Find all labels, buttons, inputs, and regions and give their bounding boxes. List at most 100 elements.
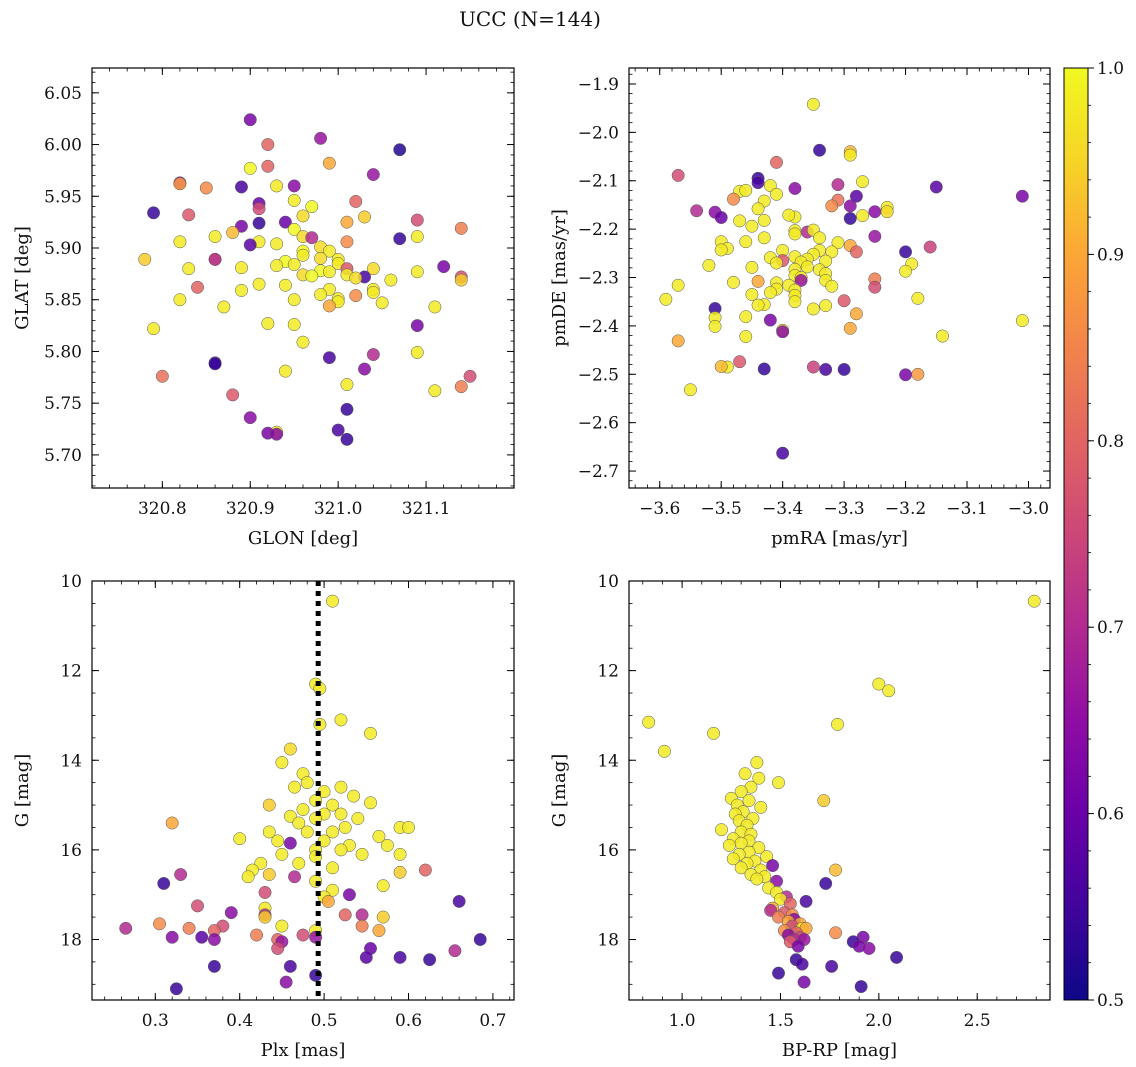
data-point	[671, 278, 685, 292]
data-point	[314, 251, 328, 265]
data-point	[314, 131, 328, 145]
data-point	[283, 959, 297, 973]
data-point	[349, 271, 363, 285]
data-point	[797, 975, 811, 989]
data-point	[745, 260, 759, 274]
data-point	[288, 870, 302, 884]
data-point	[326, 861, 339, 875]
y-tick-label: 5.80	[44, 342, 82, 362]
data-point	[278, 278, 292, 292]
x-tick-label: −3.4	[762, 499, 803, 519]
data-point	[734, 861, 748, 875]
data-point	[347, 789, 361, 803]
data-point	[340, 378, 354, 392]
y-tick-label: −1.9	[578, 75, 619, 95]
data-point	[714, 243, 728, 257]
data-point	[235, 180, 248, 194]
x-tick-label: 0.7	[479, 1011, 506, 1031]
data-point	[843, 321, 857, 335]
data-point	[831, 178, 845, 192]
data-point	[305, 200, 319, 214]
data-point	[182, 921, 196, 935]
x-axis-label: GLON [deg]	[248, 528, 358, 549]
data-point	[899, 245, 913, 259]
x-tick-label: −3.2	[885, 499, 926, 519]
data-point	[837, 294, 851, 308]
data-point	[727, 275, 740, 289]
data-point	[340, 402, 354, 416]
data-point	[147, 206, 160, 220]
data-point	[226, 388, 240, 402]
data-point	[322, 351, 336, 365]
data-point	[338, 908, 352, 922]
data-point	[452, 894, 466, 908]
points-layer	[659, 97, 1029, 460]
data-point	[252, 216, 266, 230]
data-point	[317, 834, 331, 848]
data-point	[437, 260, 451, 274]
data-point	[270, 237, 284, 251]
data-point	[752, 771, 766, 785]
data-point	[757, 362, 771, 376]
data-point	[279, 975, 293, 989]
data-point	[173, 177, 187, 191]
data-point	[288, 780, 302, 794]
data-point	[278, 215, 292, 229]
x-tick-label: −3.5	[701, 499, 742, 519]
y-axis-label: G [mag]	[12, 754, 33, 827]
data-point	[342, 888, 356, 902]
data-point	[270, 179, 284, 193]
data-point	[819, 877, 833, 890]
data-point	[772, 966, 785, 980]
data-point	[911, 367, 925, 381]
data-point	[358, 362, 371, 376]
data-point	[831, 717, 844, 731]
data-point	[849, 189, 863, 203]
data-point	[326, 594, 339, 608]
data-point	[322, 299, 336, 313]
data-point	[355, 847, 369, 861]
data-point	[929, 180, 943, 194]
data-point	[366, 262, 380, 276]
data-point	[739, 310, 753, 324]
data-point	[642, 715, 656, 729]
data-point	[326, 883, 339, 897]
data-point	[831, 236, 845, 250]
data-point	[423, 953, 437, 967]
plot-frame-2	[628, 67, 1051, 489]
data-point	[899, 368, 913, 382]
y-tick-label: 5.75	[44, 394, 82, 414]
data-point	[359, 950, 373, 964]
data-point	[153, 917, 166, 931]
data-point	[252, 277, 266, 291]
y-tick-label: 10	[597, 572, 619, 592]
data-point	[217, 300, 231, 314]
x-tick-label: 2.0	[865, 1011, 892, 1031]
data-point	[794, 273, 808, 287]
y-tick-label: 18	[60, 931, 82, 951]
data-point	[155, 369, 169, 383]
colorbar-tick-label: 0.7	[1097, 618, 1124, 638]
data-point	[254, 856, 268, 870]
y-tick-label: 14	[597, 751, 619, 771]
data-point	[751, 274, 765, 288]
y-tick-label: −2.7	[578, 462, 619, 482]
data-point	[757, 213, 771, 227]
x-tick-label: 320.9	[226, 499, 275, 519]
data-point	[366, 286, 380, 299]
data-point	[258, 910, 272, 924]
data-point	[856, 175, 869, 189]
data-point	[283, 836, 297, 850]
data-point	[243, 161, 257, 175]
data-point	[868, 229, 882, 243]
data-point	[1027, 594, 1041, 608]
data-point	[208, 230, 222, 244]
data-point	[843, 148, 857, 162]
colorbar-tick-label: 0.5	[1097, 991, 1124, 1011]
colorbar	[1063, 67, 1089, 1001]
data-point	[739, 183, 753, 197]
data-point	[165, 816, 179, 830]
data-point	[372, 924, 386, 937]
data-point	[169, 982, 183, 996]
data-point	[750, 756, 764, 769]
